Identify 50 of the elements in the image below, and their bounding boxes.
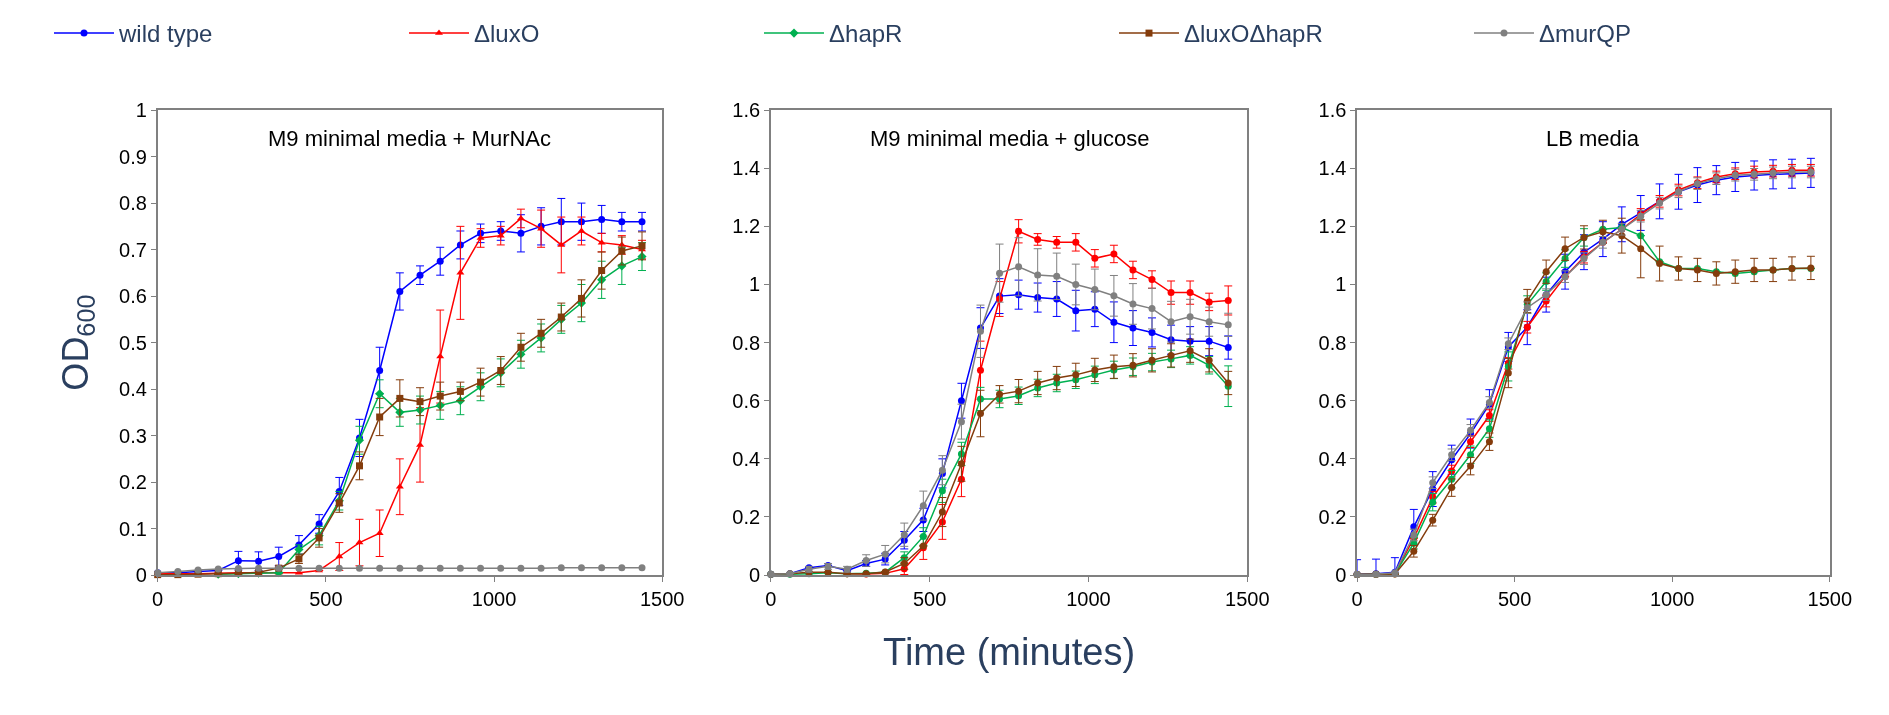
- y-tick-label: 0.7: [119, 238, 147, 261]
- x-axis-title: Time (minutes): [883, 631, 1136, 674]
- x-tick-label: 1000: [1066, 587, 1111, 610]
- y-tick-label: 0.2: [119, 471, 147, 494]
- legend-label: wild type: [118, 20, 213, 48]
- text: M9 minimal media + glucose: [870, 126, 1150, 151]
- y-tick-label: 0.8: [119, 192, 147, 215]
- x-tick-label: 1500: [639, 587, 685, 610]
- y-tick-label: 0.2: [732, 505, 761, 528]
- y-tick-label: 0.5: [119, 331, 147, 354]
- y-tick-label: 0.4: [732, 447, 761, 470]
- x-tick-label: 500: [912, 587, 947, 610]
- x-tick-label: 1000: [471, 587, 517, 610]
- y-tick-label: 0.4: [1318, 447, 1347, 470]
- y-tick-label: 0.6: [732, 389, 761, 412]
- y-tick-label: 1.4: [732, 157, 761, 180]
- y-tick-label: 1: [749, 273, 761, 296]
- y-tick-label: 0.3: [119, 424, 147, 447]
- y-tick-label: 0.6: [119, 285, 147, 308]
- y-tick-label: 1.2: [732, 215, 761, 238]
- x-tick-label: 1500: [1807, 587, 1853, 610]
- legend-label: ΔluxO: [474, 20, 540, 48]
- x-tick-label: 500: [1497, 587, 1532, 610]
- y-tick-label: 0: [1335, 564, 1347, 587]
- x-tick-label: 0: [152, 587, 164, 610]
- y-tick-label: 0: [135, 564, 147, 587]
- y-tick-label: 0.2: [1318, 505, 1347, 528]
- y-tick-label: 0: [749, 564, 761, 587]
- y-tick-label: 1: [135, 99, 147, 122]
- text: LB media: [1546, 126, 1640, 151]
- y-tick-label: 0.9: [119, 145, 147, 168]
- x-tick-label: 1500: [1225, 587, 1270, 610]
- legend-label: ΔluxOΔhapR: [1184, 20, 1323, 48]
- y-tick-label: 0.8: [1318, 331, 1347, 354]
- x-tick-label: 1000: [1649, 587, 1695, 610]
- y-tick-label: 0.1: [119, 517, 147, 540]
- legend-label: ΔmurQP: [1539, 20, 1632, 48]
- y-tick-label: 0.4: [119, 378, 147, 401]
- y-tick-label: 0.6: [1318, 389, 1347, 412]
- y-tick-label: 1: [1335, 273, 1347, 296]
- y-tick-label: 1.2: [1318, 215, 1347, 238]
- legend-label: ΔhapR: [829, 20, 903, 48]
- text: M9 minimal media + MurNAc: [268, 126, 552, 151]
- y-tick-label: 0.8: [732, 331, 761, 354]
- y-tick-label: 1.6: [732, 99, 761, 122]
- x-tick-label: 0: [765, 587, 777, 610]
- y-tick-label: 1.6: [1318, 99, 1347, 122]
- x-tick-label: 0: [1351, 587, 1363, 610]
- x-tick-label: 500: [309, 587, 343, 610]
- y-tick-label: 1.4: [1318, 157, 1347, 180]
